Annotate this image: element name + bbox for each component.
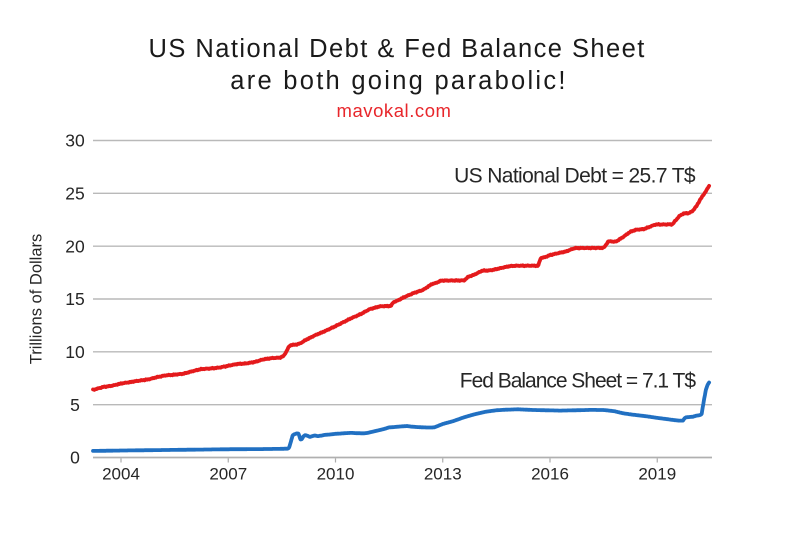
svg-text:US National Debt = 25.7 T$: US National Debt = 25.7 T$ (454, 165, 696, 188)
svg-text:2013: 2013 (424, 465, 462, 484)
svg-text:5: 5 (70, 395, 80, 415)
svg-text:Fed Balance Sheet = 7.1 T$: Fed Balance Sheet = 7.1 T$ (460, 370, 697, 393)
svg-text:2019: 2019 (638, 465, 676, 484)
svg-text:are both going parabolic!: are both going parabolic! (230, 67, 567, 95)
svg-text:30: 30 (65, 131, 85, 151)
svg-text:25: 25 (65, 184, 84, 204)
svg-text:US National Debt & Fed Balance: US National Debt & Fed Balance Sheet (149, 35, 646, 63)
svg-text:mavokal.com: mavokal.com (336, 100, 451, 121)
svg-text:2016: 2016 (531, 465, 569, 484)
svg-text:20: 20 (65, 236, 85, 256)
svg-text:0: 0 (70, 448, 80, 468)
svg-text:15: 15 (65, 289, 84, 309)
svg-text:2007: 2007 (209, 465, 247, 484)
svg-text:Trillions of Dollars: Trillions of Dollars (28, 234, 46, 365)
svg-text:2004: 2004 (102, 465, 140, 484)
svg-text:2010: 2010 (317, 465, 355, 484)
svg-text:10: 10 (65, 342, 85, 362)
